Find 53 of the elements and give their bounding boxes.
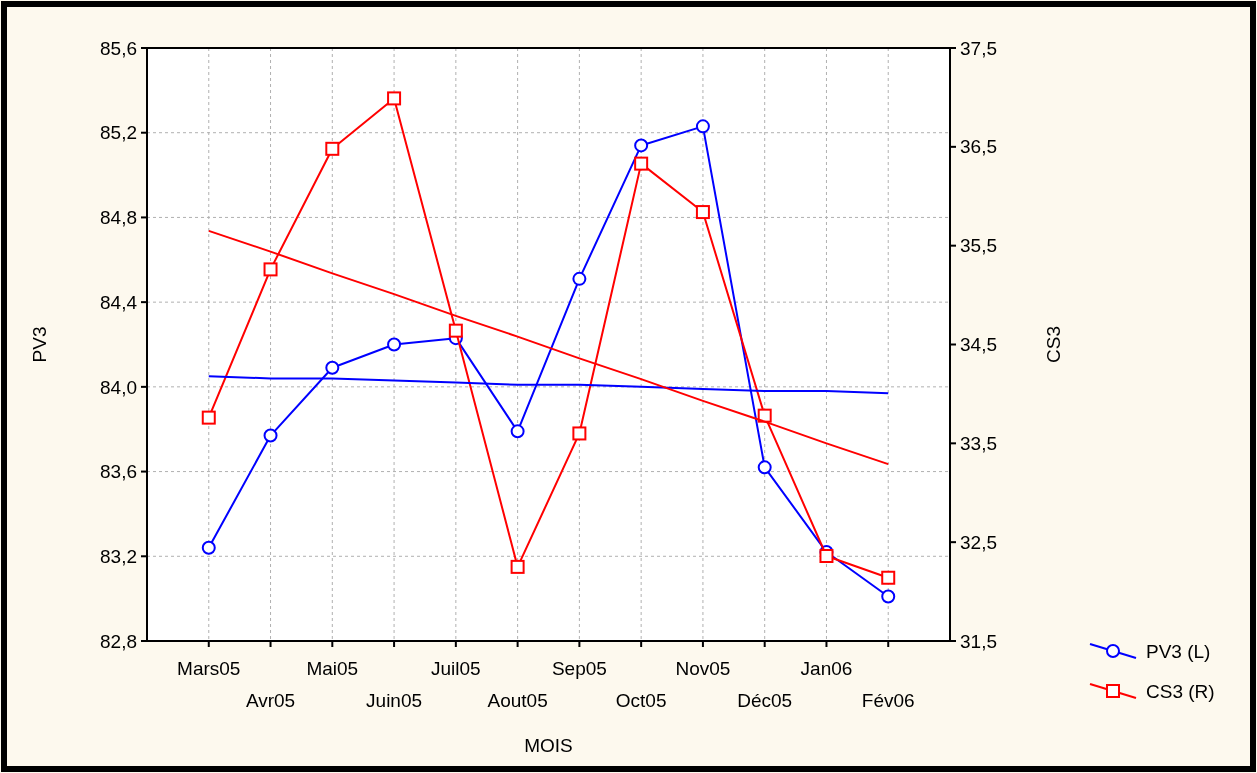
x-tick-label: Oct05 xyxy=(615,690,667,711)
point xyxy=(263,262,278,277)
y-tick-label: 83,2 xyxy=(100,545,137,567)
y-tick-label: 85,6 xyxy=(100,37,137,59)
point xyxy=(695,119,710,134)
y2-tick-label: 31,5 xyxy=(960,630,997,652)
x-tick-label: Juin05 xyxy=(366,690,423,711)
legend-label: PV3 (L) xyxy=(1146,640,1211,662)
y-tick-label: 84,4 xyxy=(100,291,138,313)
x-axis-title: MOIS xyxy=(524,735,573,756)
point xyxy=(201,540,216,555)
point xyxy=(510,424,525,439)
y-tick-label: 85,2 xyxy=(100,122,137,144)
point xyxy=(448,323,463,338)
x-tick-label: Déc05 xyxy=(737,690,793,711)
y2-tick-label: 32,5 xyxy=(960,531,997,553)
x-tick-label: Mai05 xyxy=(306,658,359,679)
point xyxy=(325,141,340,156)
y2-tick-label: 36,5 xyxy=(960,136,997,158)
point xyxy=(263,428,278,443)
legend-label: CS3 (R) xyxy=(1146,680,1215,702)
point xyxy=(510,559,525,574)
point xyxy=(387,337,402,352)
x-tick-label: Avr05 xyxy=(245,690,296,711)
point xyxy=(387,91,402,106)
x-tick-label: Fév06 xyxy=(861,690,915,711)
y2-tick-label: 37,5 xyxy=(960,37,997,59)
y2-tick-label: 34,5 xyxy=(960,334,997,356)
point xyxy=(819,549,834,563)
y2-axis-title: CS3 xyxy=(1043,326,1064,363)
x-tick-label: Sep05 xyxy=(551,658,607,679)
point xyxy=(881,570,896,585)
y-tick-label: 84,8 xyxy=(100,207,137,229)
point xyxy=(572,426,587,441)
y-tick-label: 83,6 xyxy=(100,461,137,483)
point xyxy=(881,589,896,604)
point xyxy=(634,138,649,153)
x-tick-label: Jan06 xyxy=(800,658,853,679)
y-axis-title: PV3 xyxy=(29,326,50,363)
point xyxy=(634,156,649,171)
point xyxy=(572,271,587,286)
x-tick-label: Nov05 xyxy=(675,658,731,679)
point xyxy=(695,205,710,220)
point xyxy=(757,460,772,475)
x-tick-label: Mars05 xyxy=(177,658,241,679)
point xyxy=(325,360,340,375)
point xyxy=(201,410,216,425)
x-tick-label: Juil05 xyxy=(431,658,481,679)
y-tick-label: 82,8 xyxy=(100,630,137,652)
y-tick-label: 84,0 xyxy=(100,376,137,398)
y2-tick-label: 33,5 xyxy=(960,432,997,454)
x-tick-label: Aout05 xyxy=(487,690,548,711)
y2-tick-label: 35,5 xyxy=(960,235,997,257)
